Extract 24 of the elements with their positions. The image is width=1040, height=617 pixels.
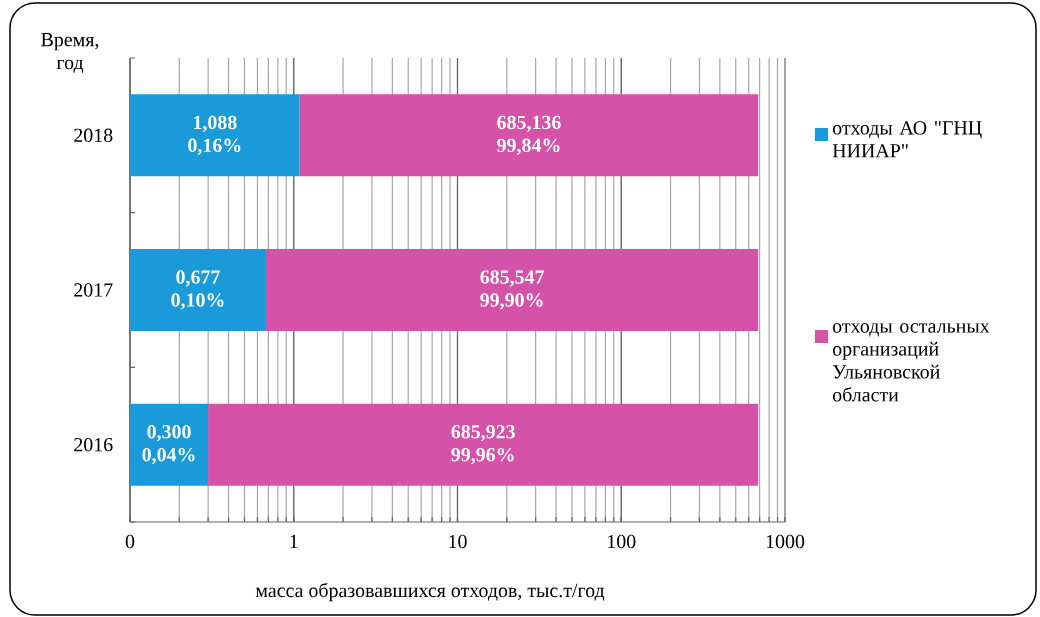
bar	[266, 249, 759, 331]
x-tick-label: 1000	[766, 534, 805, 549]
bar	[130, 249, 267, 331]
data-label: 685,547 99,90%	[480, 270, 544, 310]
data-label: 1,088 0,16%	[188, 115, 241, 155]
data-label: 0,677 0,10%	[171, 270, 224, 310]
bar	[208, 403, 759, 486]
data-label: 685,136 99,84%	[497, 115, 561, 155]
x-tick-label: 0	[125, 534, 135, 549]
y-axis-title: Время, год	[41, 33, 99, 73]
legend-label: отходы остальных организаций Ульяновской области	[832, 323, 990, 402]
bar	[130, 94, 300, 177]
y-tick-label: 2016	[74, 437, 113, 452]
x-tick-label: 10	[449, 534, 467, 549]
x-axis-title: масса образовавшихся отходов, тыс.т/год	[255, 582, 605, 602]
x-tick-label: 1	[290, 534, 298, 548]
data-label: 685,923 99,96%	[451, 425, 515, 465]
data-label: 0,300 0,04%	[142, 425, 195, 465]
y-tick-label: 2017	[74, 283, 113, 297]
bar	[299, 94, 759, 177]
x-tick-label: 100	[608, 534, 636, 549]
y-tick-label: 2018	[74, 128, 113, 143]
bar	[130, 403, 209, 486]
legend-label: отходы АО "ГНЦ НИИАР"	[832, 121, 982, 158]
